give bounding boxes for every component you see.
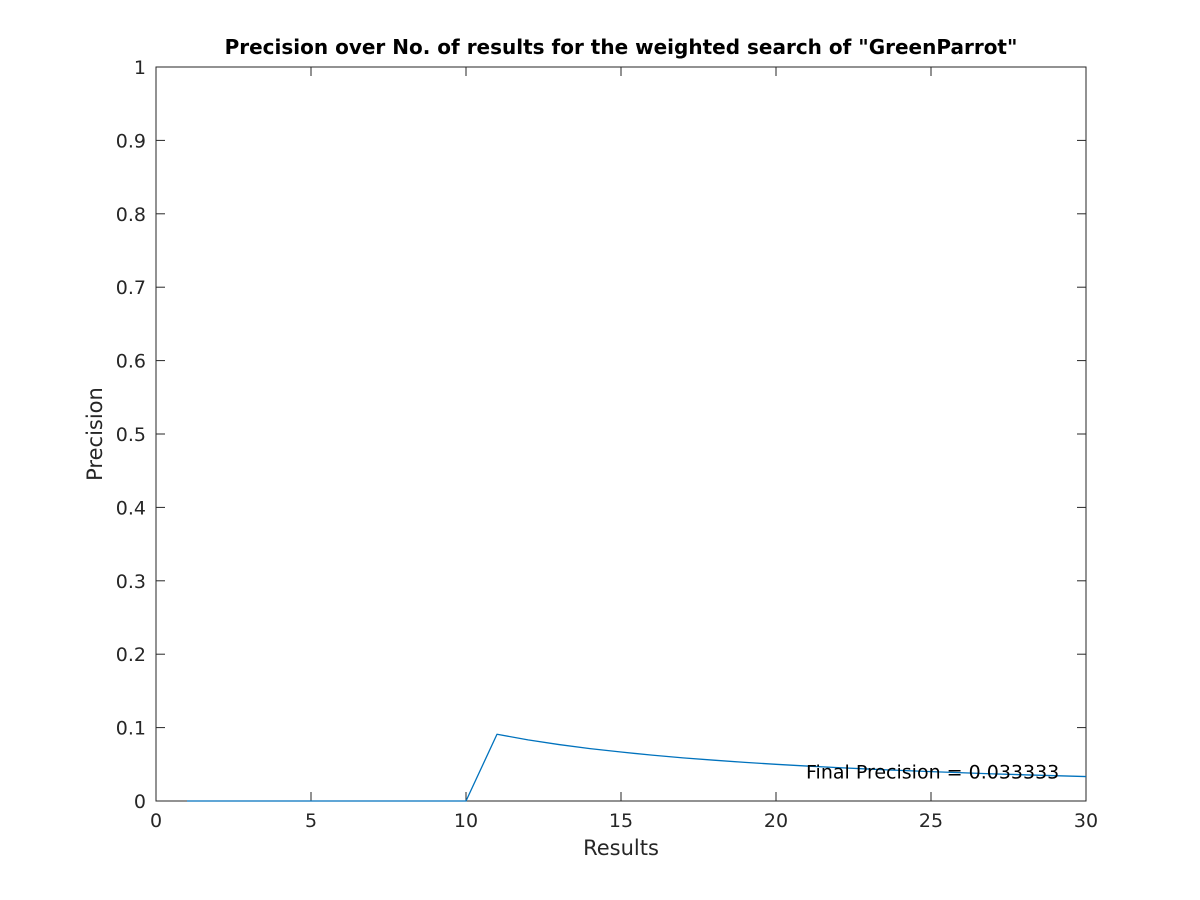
y-tick-label: 0.2 [116, 644, 146, 666]
y-tick-label: 0.7 [116, 277, 146, 299]
final-precision-annotation: Final Precision = 0.033333 [806, 762, 1059, 784]
x-tick-label: 30 [1074, 810, 1098, 832]
y-tick-label: 0.5 [116, 424, 146, 446]
x-tick-label: 15 [609, 810, 633, 832]
series-layer [187, 733, 1087, 802]
x-tick-label: 0 [150, 810, 162, 832]
x-tick-label: 20 [764, 810, 788, 832]
tick-labels: 0 5 10 15 20 25 30 0 0.1 0.2 0.3 0.4 0.5 0.6 0.7 0.8 0.9… [116, 57, 1098, 832]
y-tick-label: 1 [134, 57, 146, 79]
y-tick-label: 0.1 [116, 718, 146, 740]
x-axis-title: Results [583, 836, 659, 860]
chart-title: Precision over No. of results for the we… [225, 35, 1018, 59]
y-tick-label: 0.8 [116, 204, 146, 226]
ticks [155, 66, 1087, 802]
y-axis-title: Precision [83, 387, 107, 481]
annotation-layer: Final Precision = 0.033333 [806, 762, 1059, 784]
y-tick-label: 0.9 [116, 130, 146, 152]
series-line-0 [187, 733, 1087, 802]
axes-box [155, 66, 1087, 802]
x-tick-label: 10 [454, 810, 478, 832]
y-tick-label: 0.6 [116, 351, 146, 373]
y-tick-label: 0.3 [116, 571, 146, 593]
y-tick-label: 0.4 [116, 497, 146, 519]
x-tick-label: 5 [305, 810, 317, 832]
y-tick-label: 0 [134, 791, 146, 813]
x-tick-label: 25 [919, 810, 943, 832]
